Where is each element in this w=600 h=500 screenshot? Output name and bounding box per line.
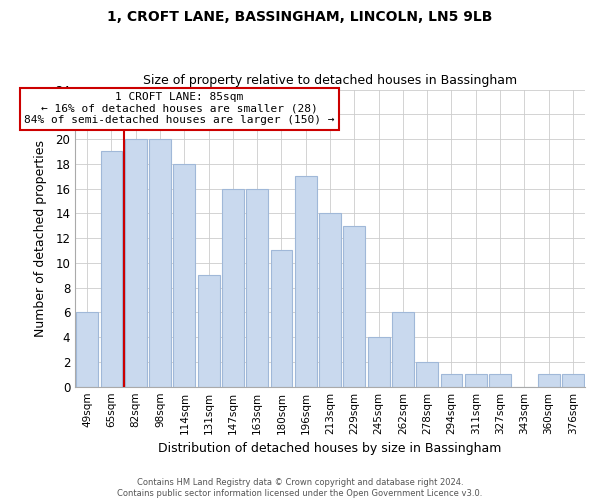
Bar (271, 250, 292, 386)
Bar (538, 374, 560, 386)
Bar (149, 139, 171, 386)
Bar (465, 374, 487, 386)
Bar (416, 362, 438, 386)
Title: Size of property relative to detached houses in Bassingham: Size of property relative to detached ho… (143, 74, 517, 87)
Text: 1, CROFT LANE, BASSINGHAM, LINCOLN, LN5 9LB: 1, CROFT LANE, BASSINGHAM, LINCOLN, LN5 … (107, 10, 493, 24)
Bar (222, 188, 244, 386)
Bar (295, 176, 317, 386)
Bar (246, 188, 268, 386)
Bar (562, 374, 584, 386)
X-axis label: Distribution of detached houses by size in Bassingham: Distribution of detached houses by size … (158, 442, 502, 455)
Bar (343, 226, 365, 386)
Bar (101, 152, 122, 386)
Text: Contains HM Land Registry data © Crown copyright and database right 2024.
Contai: Contains HM Land Registry data © Crown c… (118, 478, 482, 498)
Bar (319, 214, 341, 386)
Bar (489, 374, 511, 386)
Y-axis label: Number of detached properties: Number of detached properties (34, 140, 47, 336)
Bar (368, 337, 389, 386)
Text: 1 CROFT LANE: 85sqm
← 16% of detached houses are smaller (28)
84% of semi-detach: 1 CROFT LANE: 85sqm ← 16% of detached ho… (24, 92, 335, 125)
Bar (125, 139, 146, 386)
Bar (173, 164, 195, 386)
Bar (76, 312, 98, 386)
Bar (440, 374, 463, 386)
Bar (392, 312, 414, 386)
Bar (197, 276, 220, 386)
